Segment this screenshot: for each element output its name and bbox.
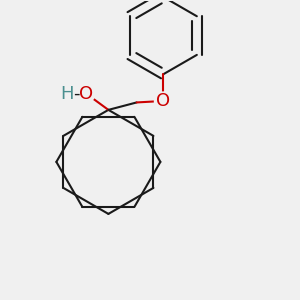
- Text: -: -: [73, 85, 80, 103]
- Text: H: H: [60, 85, 74, 103]
- Text: O: O: [79, 85, 93, 103]
- Circle shape: [154, 92, 172, 110]
- Circle shape: [77, 85, 95, 102]
- Text: O: O: [156, 92, 170, 110]
